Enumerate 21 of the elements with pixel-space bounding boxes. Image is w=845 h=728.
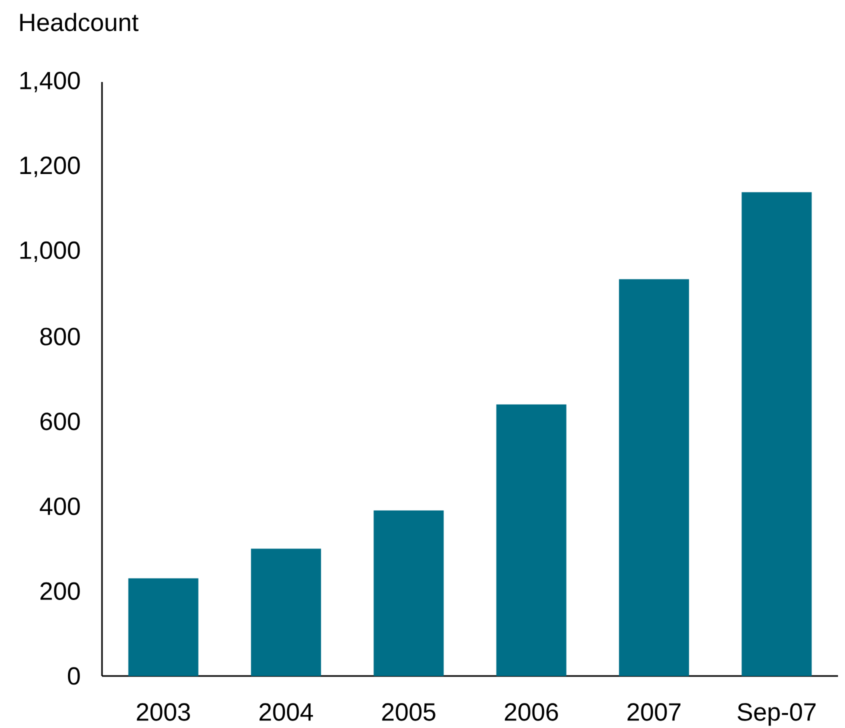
- y-tick-label: 800: [40, 328, 80, 346]
- bar: [496, 404, 566, 676]
- bar: [618, 279, 690, 676]
- bar: [374, 510, 444, 676]
- y-tick-label: 0: [68, 667, 80, 685]
- y-tick-label: 1,400: [20, 72, 80, 92]
- x-tick-label: 2003: [136, 703, 190, 721]
- x-tick-label: 2007: [628, 703, 680, 721]
- bar: [742, 192, 812, 676]
- x-tick-label: 2006: [504, 703, 558, 721]
- x-tick-label: 2004: [260, 703, 313, 721]
- x-tick-label: Sep-07: [738, 703, 816, 726]
- y-tick-label: 200: [40, 582, 80, 600]
- bar: [250, 548, 322, 676]
- bar: [128, 578, 198, 676]
- y-tick-label: 600: [40, 412, 80, 430]
- y-axis-title: Headcount: [20, 12, 138, 32]
- y-tick-label: 400: [40, 497, 80, 516]
- x-tick-label: 2005: [382, 703, 436, 721]
- y-tick-label: 1,200: [20, 156, 80, 178]
- y-tick-label: 1,000: [20, 241, 80, 262]
